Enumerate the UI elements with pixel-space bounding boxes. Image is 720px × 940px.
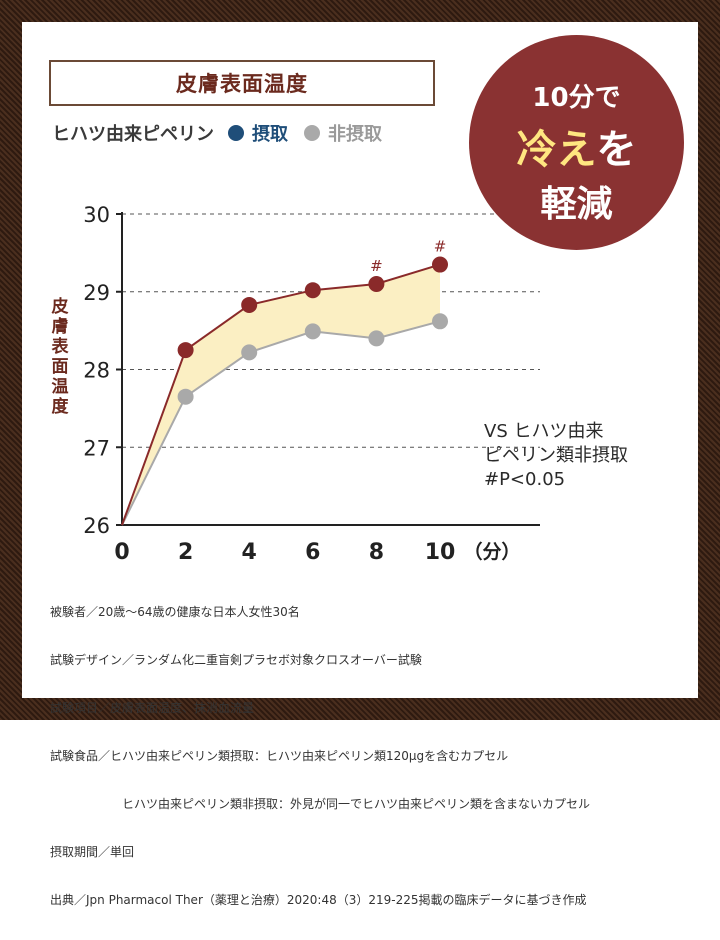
chart-title: 皮膚表面温度 <box>176 72 308 96</box>
data-point-taken <box>177 342 194 359</box>
badge-line-1: 10分で <box>532 83 621 113</box>
badge-line-3: 軽減 <box>540 184 613 225</box>
badge-line-2-suffix: を <box>596 127 637 173</box>
data-point-taken <box>368 275 385 292</box>
y-tick-label: 26 <box>83 514 110 538</box>
legend-label-not-taken: 非摂取 <box>328 124 382 145</box>
fill-layer <box>122 264 440 525</box>
data-point-taken <box>304 282 321 299</box>
x-tick-label: 10 <box>425 540 456 565</box>
y-tick-label: 30 <box>83 203 110 227</box>
x-tick-label: 4 <box>242 540 257 565</box>
badge-line-2-highlight: 冷え <box>516 127 597 173</box>
legend: ヒハツ由来ピペリン 摂取 非摂取 <box>52 120 382 146</box>
vs-line-1: VS ヒハツ由来 <box>484 421 604 442</box>
note-items: 試験項目／皮膚表面温度、抹消血流量 <box>50 701 255 715</box>
x-tick-label: 0 <box>114 540 129 565</box>
badge-line-2: 冷えを <box>469 117 684 175</box>
label-layer: 26 27 28 29 30 0 2 4 6 8 10 （分） # # <box>83 203 520 565</box>
legend-label-taken: 摂取 <box>252 124 288 145</box>
y-tick-label: 29 <box>83 281 110 305</box>
series-line-not-taken <box>121 320 441 526</box>
y-tick-label: 28 <box>83 359 110 383</box>
series-line-taken <box>121 263 441 526</box>
study-notes: 被験者／20歳〜64歳の健康な日本人女性30名 試験デザイン／ランダム化二重盲剣… <box>50 572 590 940</box>
significance-note: VS ヒハツ由来 ピペリン類非摂取 #P<0.05 <box>484 420 628 492</box>
note-design: 試験デザイン／ランダム化二重盲剣プラセボ対象クロスオーバー試験 <box>50 653 422 667</box>
data-point-not-taken <box>177 388 194 405</box>
note-food-taken: 試験食品／ヒハツ由来ピペリン類摂取：ヒハツ由来ピペリン類120μgを含むカプセル <box>50 749 509 763</box>
axis-layer <box>116 212 540 526</box>
data-point-taken <box>432 256 448 273</box>
line-chart: 26 27 28 29 30 0 2 4 6 8 10 （分） # # <box>83 203 540 565</box>
data-point-not-taken <box>368 330 385 347</box>
x-tick-label: 8 <box>369 540 384 565</box>
y-axis-label: 皮膚表面温度 <box>51 297 69 417</box>
claim-badge: 10分で 冷えを 軽減 <box>469 35 684 250</box>
legend-subject: ヒハツ由来ピペリン <box>52 124 214 145</box>
x-tick-label: 2 <box>178 540 193 565</box>
significance-mark: # <box>370 257 383 275</box>
legend-dot-not-taken-icon <box>304 125 320 141</box>
area-between-series <box>122 264 440 525</box>
x-tick-label: 6 <box>305 540 320 565</box>
vs-line-3: #P<0.05 <box>484 469 566 490</box>
x-axis-unit-label: （分） <box>463 540 520 563</box>
background-frame: 皮膚表面温度 ヒハツ由来ピペリン 摂取 非摂取 皮膚表面温度 26 27 28 29 3… <box>0 0 720 907</box>
data-point-not-taken <box>432 313 448 330</box>
note-period: 摂取期間／単回 <box>50 845 135 859</box>
y-tick-label: 27 <box>83 436 110 460</box>
title-box: 皮膚表面温度 <box>49 60 435 106</box>
data-point-taken <box>241 296 258 313</box>
note-source: 出典／Jpn Pharmacol Ther（薬理と治療）2020:48（3）21… <box>50 893 587 907</box>
note-food-not-taken: ヒハツ由来ピペリン類非摂取：外見が同一でヒハツ由来ピペリン類を含まないカプセル <box>122 797 591 811</box>
vs-line-2: ピペリン類非摂取 <box>484 445 628 466</box>
series-layer <box>121 256 448 526</box>
content-panel: 皮膚表面温度 ヒハツ由来ピペリン 摂取 非摂取 皮膚表面温度 26 27 28 29 3… <box>22 22 698 907</box>
significance-mark: # <box>434 238 447 256</box>
note-subjects: 被験者／20歳〜64歳の健康な日本人女性30名 <box>50 605 300 619</box>
data-point-not-taken <box>241 344 258 361</box>
legend-dot-taken-icon <box>228 125 244 141</box>
data-point-not-taken <box>304 323 321 340</box>
